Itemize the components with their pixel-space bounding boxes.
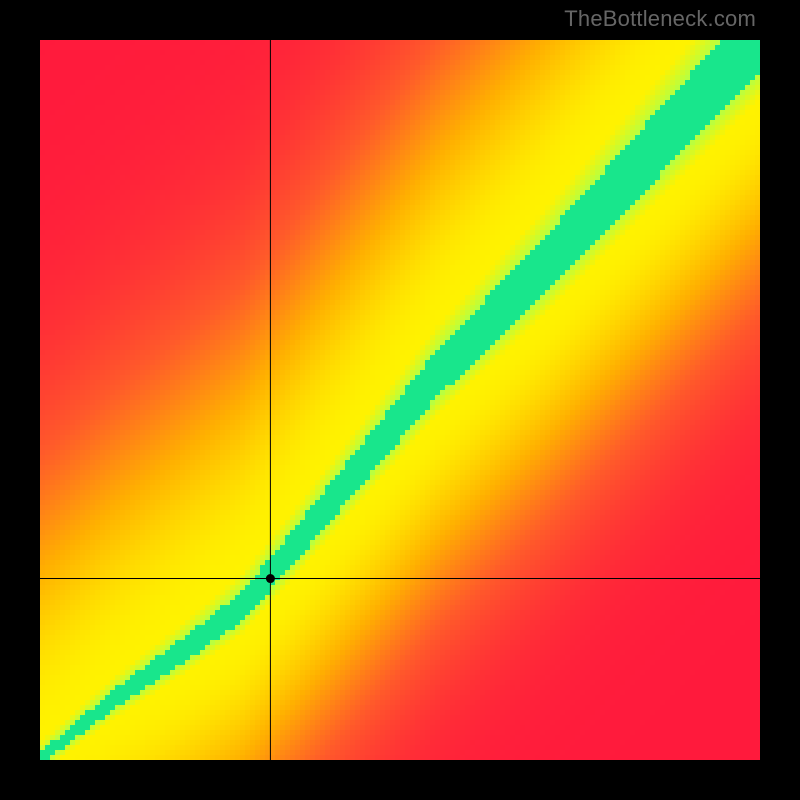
chart-container: { "watermark": { "text": "TheBottleneck.… — [0, 0, 800, 800]
watermark-text: TheBottleneck.com — [564, 6, 756, 32]
plot-area — [40, 40, 760, 760]
bottleneck-heatmap — [40, 40, 760, 760]
